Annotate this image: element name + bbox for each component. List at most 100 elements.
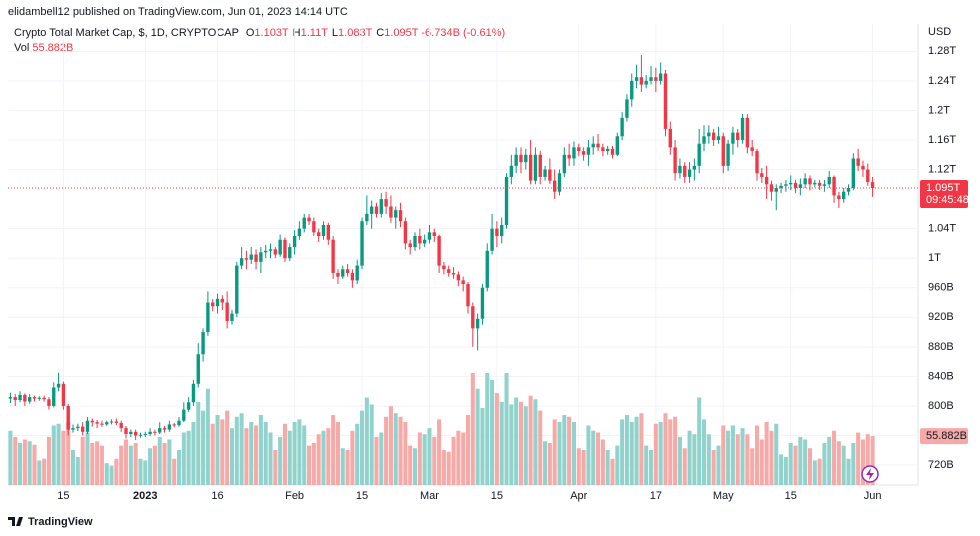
candle-body bbox=[557, 173, 562, 192]
candle-body bbox=[803, 178, 807, 185]
candle-body bbox=[230, 313, 234, 321]
volume-bar bbox=[610, 458, 615, 485]
volume-bar bbox=[836, 441, 841, 485]
volume-bar bbox=[658, 422, 663, 485]
candle-body bbox=[283, 239, 287, 259]
candle-body bbox=[817, 182, 822, 186]
volume-bar bbox=[485, 373, 490, 485]
volume-bar bbox=[316, 434, 321, 485]
volume-bar bbox=[123, 439, 129, 485]
volume-bar bbox=[229, 428, 234, 485]
candle-body bbox=[442, 265, 446, 270]
candle-body bbox=[37, 397, 41, 399]
candle-body bbox=[133, 431, 138, 436]
candle-body bbox=[683, 165, 687, 177]
ohlc-value: 1.103T bbox=[254, 27, 289, 39]
candle-body bbox=[32, 397, 37, 399]
volume-bar bbox=[456, 430, 461, 485]
volume-bar bbox=[596, 432, 601, 485]
candle-body bbox=[273, 249, 278, 255]
volume-bar bbox=[591, 430, 596, 485]
candle-body bbox=[427, 232, 432, 240]
volume-bar bbox=[552, 419, 557, 485]
candle-body bbox=[528, 154, 533, 181]
candle-body bbox=[341, 269, 345, 277]
footer-text: TradingView bbox=[28, 516, 93, 528]
volume-bar bbox=[764, 422, 769, 485]
candle-body bbox=[774, 188, 778, 192]
volume-bar bbox=[37, 460, 42, 485]
volume-bar bbox=[138, 458, 143, 485]
candle-body bbox=[90, 420, 94, 423]
volume-bar bbox=[677, 436, 682, 485]
candle-body bbox=[8, 397, 13, 399]
candle-body bbox=[413, 236, 417, 248]
candle-body bbox=[186, 402, 191, 410]
volume-bar bbox=[783, 457, 788, 485]
candle-body bbox=[418, 236, 422, 244]
candle-body bbox=[239, 258, 244, 266]
volume-bar bbox=[99, 445, 104, 485]
x-tick-label: May bbox=[713, 490, 734, 502]
x-tick-label: Apr bbox=[570, 490, 587, 502]
volume-bar bbox=[360, 410, 365, 485]
countdown: 09:45:48 bbox=[926, 194, 969, 206]
volume-bar bbox=[846, 458, 851, 485]
candle-body bbox=[842, 191, 846, 200]
volume-bar bbox=[282, 423, 287, 485]
volume-bar bbox=[422, 434, 427, 485]
candle-body bbox=[331, 239, 335, 273]
candle-body bbox=[490, 228, 494, 251]
volume-bar bbox=[403, 422, 408, 485]
volume-bar bbox=[114, 458, 119, 485]
candle-body bbox=[572, 147, 576, 159]
volume-bar bbox=[653, 423, 658, 485]
volume-bar bbox=[860, 439, 865, 485]
candle-body bbox=[736, 132, 740, 140]
y-tick-label: 720B bbox=[928, 459, 954, 471]
candle-body bbox=[355, 265, 359, 281]
candle-body bbox=[605, 148, 610, 152]
volume-bar bbox=[355, 423, 360, 485]
candle-body bbox=[764, 176, 769, 185]
volume-bar bbox=[191, 422, 196, 485]
volume-bar bbox=[167, 439, 172, 485]
candle-body bbox=[143, 434, 147, 436]
volume-bar bbox=[865, 434, 870, 485]
volume-bar bbox=[326, 428, 331, 485]
y-axis-label: USD bbox=[928, 26, 951, 38]
volume-bar bbox=[673, 416, 678, 485]
candle-body bbox=[750, 147, 754, 152]
volume-bar bbox=[475, 388, 480, 485]
candle-body bbox=[654, 77, 658, 81]
volume-bar bbox=[379, 432, 384, 485]
candle-body bbox=[119, 422, 123, 429]
volume-bar bbox=[754, 425, 760, 485]
candle-body bbox=[18, 394, 22, 401]
candle-body bbox=[533, 154, 538, 181]
volume-bar bbox=[95, 441, 100, 485]
x-tick-label: Mar bbox=[420, 490, 439, 502]
candle-body bbox=[13, 397, 17, 401]
volume-bar bbox=[119, 445, 124, 485]
volume-bar bbox=[181, 432, 186, 485]
candle-body bbox=[100, 423, 104, 425]
volume-bar bbox=[374, 436, 379, 485]
x-tick-label: Jun bbox=[864, 490, 882, 502]
ohlc-key: L bbox=[331, 27, 339, 39]
volume-bar bbox=[104, 463, 109, 485]
volume-bar bbox=[302, 425, 307, 485]
volume-bar bbox=[13, 436, 18, 485]
candle-body bbox=[509, 165, 514, 177]
candle-body bbox=[711, 132, 716, 140]
volume-bar bbox=[205, 388, 210, 485]
candle-body bbox=[760, 173, 764, 177]
volume-bar bbox=[441, 450, 446, 485]
volume-bar bbox=[393, 413, 398, 485]
candle-body bbox=[321, 224, 326, 237]
volume-bar bbox=[827, 436, 832, 485]
volume-bar bbox=[461, 432, 466, 485]
volume-bar bbox=[856, 432, 861, 485]
candle-body bbox=[408, 243, 412, 248]
candle-body bbox=[697, 143, 701, 166]
